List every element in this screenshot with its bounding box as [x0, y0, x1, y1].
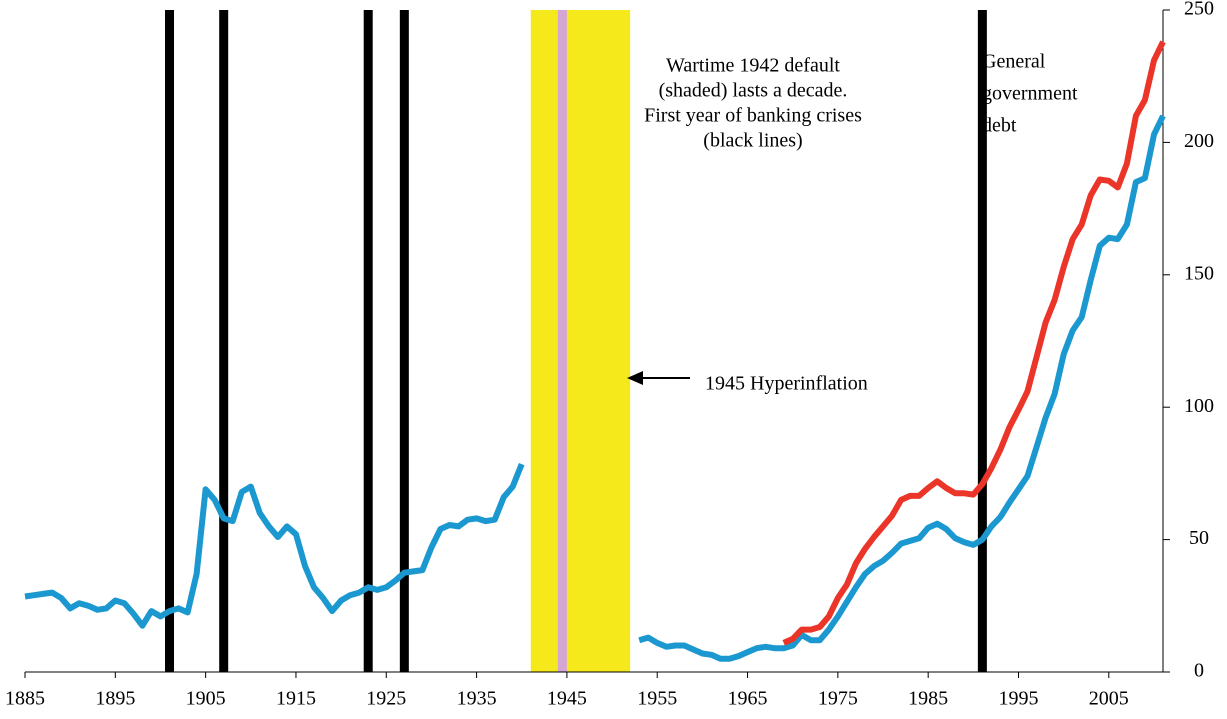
y-tick-label: 50: [1189, 527, 1209, 549]
x-tick-label: 1985: [908, 688, 948, 710]
note-series: debt: [982, 115, 1017, 137]
x-tick-label: 1935: [457, 688, 497, 710]
crisis-line: [219, 10, 229, 672]
arrow-head: [627, 371, 643, 385]
note-series: General: [982, 51, 1046, 73]
x-tick-label: 1945: [547, 688, 587, 710]
x-tick-label: 1975: [818, 688, 858, 710]
x-tick-label: 1915: [276, 688, 316, 710]
hyperinflation-period: [557, 10, 567, 672]
note-hyperinflation: 1945 Hyperinflation: [705, 373, 868, 395]
series-line: [782, 40, 1166, 646]
default-period: [530, 10, 631, 672]
x-tick-label: 1885: [5, 688, 45, 710]
x-tick-label: 1905: [186, 688, 226, 710]
x-tick-label: 1955: [637, 688, 677, 710]
note-default: First year of banking crises: [644, 105, 862, 127]
x-tick-label: 1995: [998, 688, 1038, 710]
x-tick-label: 2005: [1089, 688, 1129, 710]
y-tick-label: 100: [1184, 395, 1214, 417]
x-tick-label: 1895: [95, 688, 135, 710]
crisis-line: [363, 10, 373, 672]
crisis-line: [977, 10, 987, 672]
x-tick-label: 1965: [728, 688, 768, 710]
note-default: Wartime 1942 default: [666, 55, 840, 77]
note-series: government: [982, 83, 1078, 105]
y-tick-label: 250: [1184, 0, 1214, 20]
crisis-line: [165, 10, 175, 672]
note-default: (shaded) lasts a decade.: [659, 80, 848, 102]
y-tick-label: 150: [1184, 262, 1214, 284]
y-tick-label: 200: [1184, 130, 1214, 152]
x-tick-label: 1925: [366, 688, 406, 710]
crisis-line: [399, 10, 409, 672]
note-default: (black lines): [703, 130, 802, 152]
series-line: [24, 114, 1166, 662]
y-tick-label: 0: [1194, 660, 1204, 682]
